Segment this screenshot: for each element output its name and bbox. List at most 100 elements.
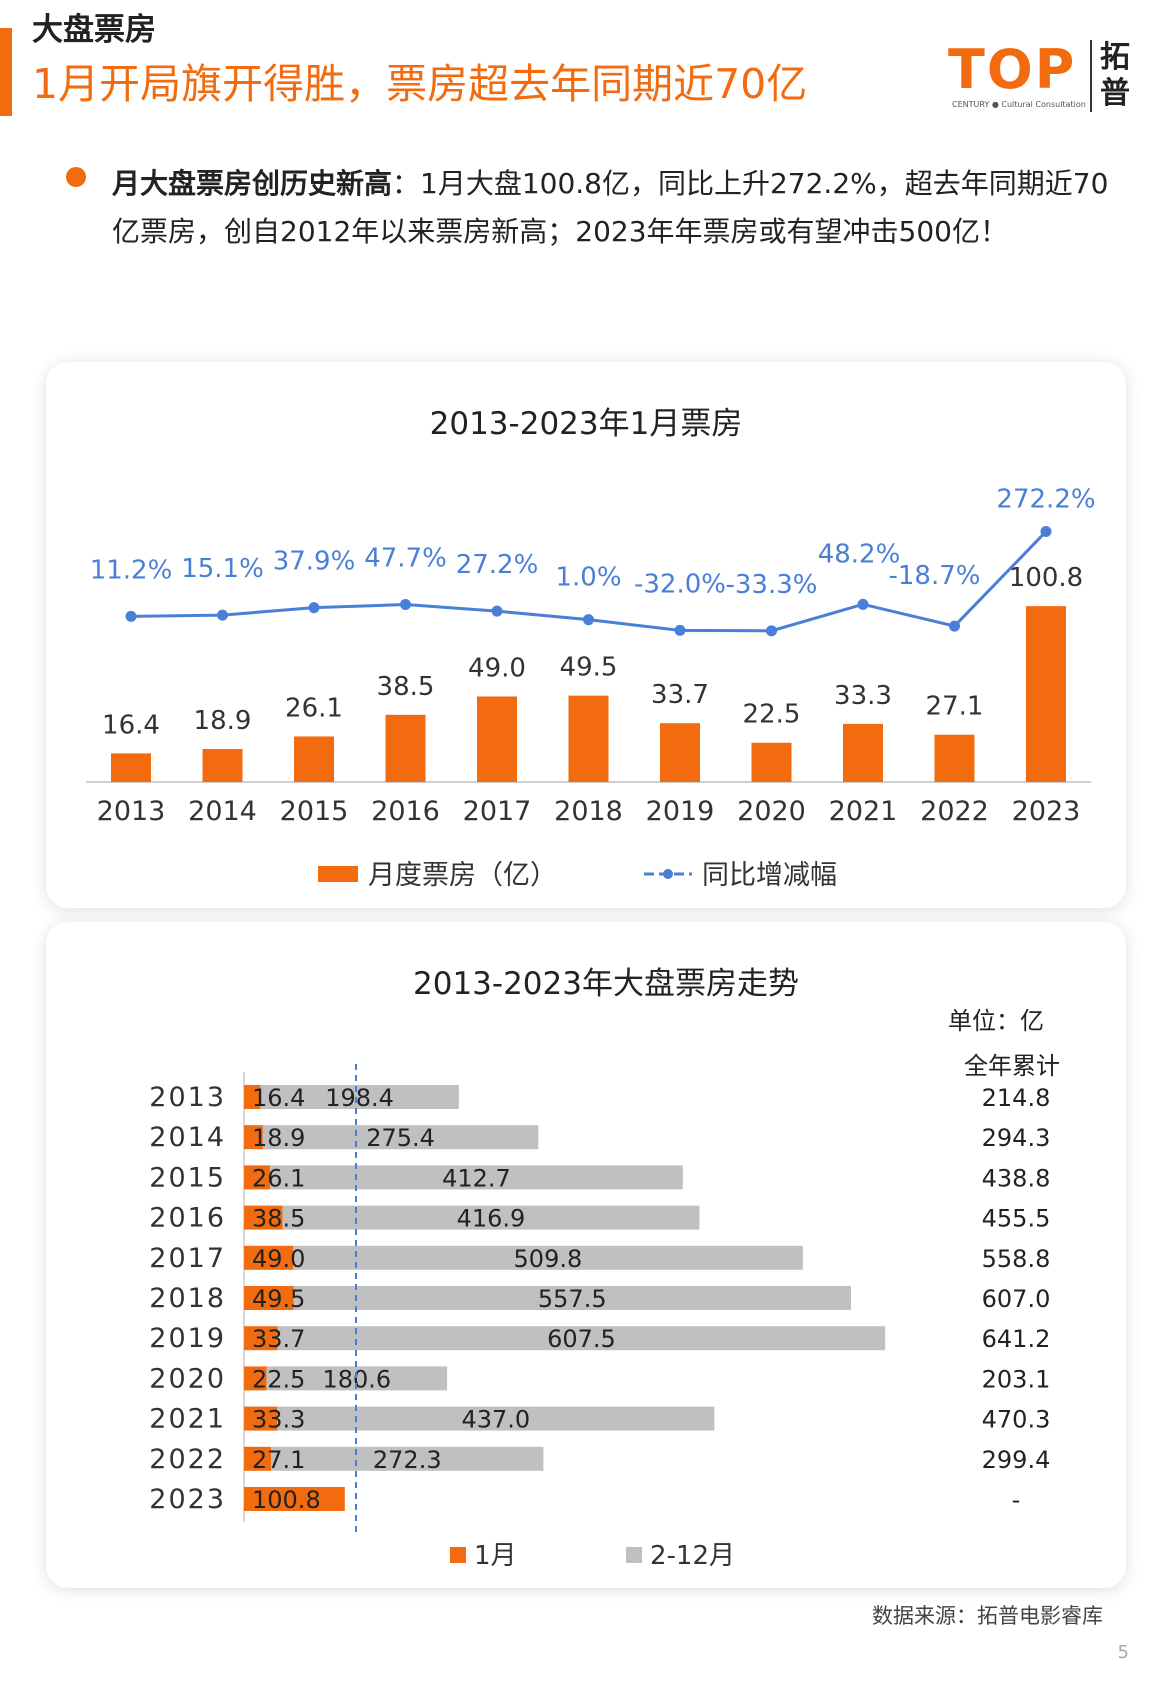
- x-tick-2017: 2017: [463, 796, 532, 827]
- y-tick-2022: 2022: [149, 1444, 226, 1475]
- chart2-title: 2013-2023年大盘票房走势: [413, 966, 799, 1002]
- yoy-label-2018: 1.0%: [555, 563, 621, 593]
- rest-bar-2013: [260, 1085, 459, 1109]
- chart1-svg: 2013-2023年1月票房 16.4 2013 18.9 2014 26.1 2015 38…: [86, 406, 1096, 891]
- jan-label-2023: 100.8: [252, 1486, 321, 1514]
- total-2022: 299.4: [982, 1446, 1051, 1474]
- yoy-point-2014: [217, 609, 228, 621]
- bullet-bold: 月大盘票房创历史新高: [112, 167, 393, 200]
- jan-bar-2014: [244, 1125, 263, 1150]
- y-tick-2013: 2013: [149, 1082, 226, 1113]
- total-2020: 203.1: [982, 1365, 1051, 1393]
- yoy-point-2022: [949, 620, 960, 632]
- section-label: 大盘票房: [32, 12, 156, 48]
- jan-label-2019: 33.7: [252, 1325, 305, 1353]
- jan-label-2015: 26.1: [252, 1164, 305, 1192]
- bar-label-2013: 16.4: [102, 710, 160, 740]
- bar-2018: [568, 695, 609, 782]
- logo-chinese: 拓普: [1090, 40, 1138, 112]
- bar-label-2015: 26.1: [285, 693, 343, 723]
- yoy-label-2014: 15.1%: [181, 554, 264, 584]
- rest-bar-2018: [293, 1286, 851, 1310]
- rest-label-2016: 416.9: [457, 1205, 526, 1233]
- yoy-label-2017: 27.2%: [456, 550, 539, 580]
- rest-bar-2014: [262, 1125, 539, 1150]
- yoy-point-2019: [674, 624, 686, 636]
- jan-label-2020: 22.5: [252, 1365, 305, 1393]
- jan-label-2016: 38.5: [252, 1205, 305, 1233]
- rest-bar-2016: [282, 1205, 700, 1230]
- jan-bar-2019: [244, 1326, 278, 1351]
- top-logo: TOP CENTURY ● Cultural Consultation 拓普: [948, 38, 1138, 118]
- jan-bar-2013: [244, 1085, 261, 1109]
- yoy-label-2019: -32.0%: [634, 569, 726, 599]
- rest-label-2018: 557.5: [538, 1285, 607, 1313]
- yoy-label-2020: -33.3%: [726, 570, 818, 600]
- yoy-label-2022: -18.7%: [889, 561, 981, 591]
- bar-2021: [843, 723, 883, 782]
- y-tick-2018: 2018: [149, 1283, 226, 1314]
- rest-bar-2019: [277, 1326, 886, 1351]
- bar-label-2016: 38.5: [377, 672, 435, 702]
- rest-bar-2017: [293, 1245, 803, 1270]
- page-title: 1月开局旗开得胜，票房超去年同期近70亿: [32, 60, 808, 108]
- total-2021: 470.3: [982, 1406, 1051, 1434]
- legend-bar-label: 月度票房（亿）: [368, 860, 557, 891]
- legend-rest-label: 2-12月: [650, 1541, 735, 1571]
- jan-bar-2017: [244, 1245, 293, 1270]
- logo-subtitle: CENTURY ● Cultural Consultation: [952, 100, 1086, 109]
- yoy-point-2023: [1040, 526, 1052, 538]
- legend-jan-label: 1月: [474, 1541, 517, 1571]
- bar-label-2020: 22.5: [743, 700, 801, 730]
- y-tick-2023: 2023: [149, 1484, 226, 1515]
- bar-label-2019: 33.7: [651, 680, 709, 710]
- y-tick-2014: 2014: [149, 1122, 226, 1153]
- chart1-title: 2013-2023年1月票房: [430, 406, 743, 442]
- yoy-label-2023: 272.2%: [996, 485, 1095, 515]
- bar-2020: [751, 742, 792, 782]
- bullet-text: ：1月大盘100.8亿，同比上升272.2%，超去年同期近70亿票房，创自201…: [112, 167, 1109, 248]
- rest-bar-2015: [270, 1165, 683, 1190]
- total-2023: -: [1012, 1486, 1021, 1514]
- x-tick-2022: 2022: [920, 796, 989, 827]
- rest-label-2022: 272.3: [373, 1446, 442, 1474]
- jan-label-2018: 49.5: [252, 1285, 305, 1313]
- x-tick-2013: 2013: [97, 796, 166, 827]
- bar-2013: [111, 753, 151, 782]
- data-source: 数据来源：拓普电影睿库: [872, 1604, 1103, 1628]
- rest-label-2015: 412.7: [442, 1164, 511, 1192]
- legend-rest-swatch: [626, 1547, 642, 1563]
- jan-bar-2021: [244, 1406, 278, 1431]
- yoy-point-2016: [400, 598, 411, 610]
- y-tick-2017: 2017: [149, 1243, 226, 1274]
- jan-bar-2015: [244, 1165, 271, 1190]
- jan-bar-2022: [244, 1446, 272, 1471]
- yoy-point-2021: [857, 598, 869, 610]
- rest-label-2019: 607.5: [547, 1325, 616, 1353]
- bar-2019: [660, 723, 700, 782]
- bullet-dot-icon: [66, 167, 86, 187]
- x-tick-2019: 2019: [646, 796, 715, 827]
- rest-label-2021: 437.0: [461, 1406, 530, 1434]
- chart2-unit: 单位：亿: [948, 1007, 1044, 1035]
- x-tick-2018: 2018: [554, 796, 623, 827]
- total-2015: 438.8: [982, 1164, 1051, 1192]
- yoy-point-2018: [583, 614, 594, 626]
- y-tick-2016: 2016: [149, 1203, 226, 1234]
- bar-2014: [202, 749, 243, 782]
- jan-label-2013: 16.4: [252, 1084, 305, 1112]
- jan-label-2017: 49.0: [252, 1245, 305, 1273]
- total-2013: 214.8: [982, 1084, 1051, 1112]
- bar-2016: [385, 714, 426, 782]
- total-2019: 641.2: [982, 1325, 1051, 1353]
- x-tick-2023: 2023: [1012, 796, 1081, 827]
- legend-jan-swatch: [450, 1547, 466, 1563]
- total-2017: 558.8: [982, 1245, 1051, 1273]
- x-tick-2021: 2021: [829, 796, 898, 827]
- x-tick-2015: 2015: [280, 796, 349, 827]
- january-box-office-chart: 2013-2023年1月票房 16.4 2013 18.9 2014 26.1 2015 38…: [46, 362, 1126, 908]
- bar-label-2017: 49.0: [468, 653, 526, 683]
- yoy-point-2017: [491, 605, 503, 617]
- rest-label-2017: 509.8: [514, 1245, 583, 1273]
- accent-bar: [0, 28, 12, 116]
